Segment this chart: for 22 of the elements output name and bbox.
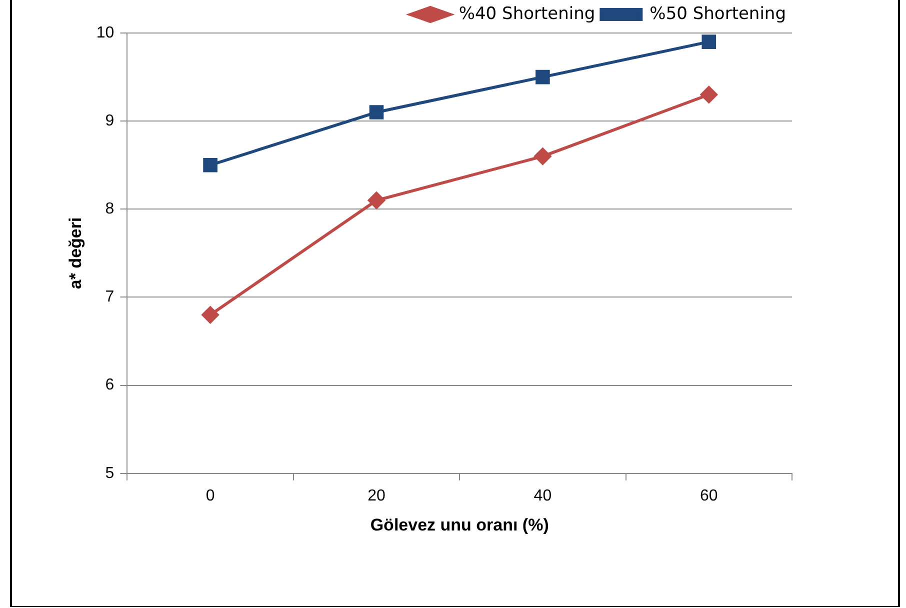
y-tick-label: 10: [96, 24, 114, 42]
y-axis-title: a* değeri: [66, 217, 85, 290]
x-axis-title: Gölevez unu oranı (%): [370, 515, 549, 534]
point: [369, 105, 384, 120]
point: [368, 192, 385, 209]
x-tick-label: 60: [700, 487, 718, 504]
x-tick-label: 40: [534, 487, 552, 504]
point: [700, 86, 718, 104]
x-tick-label: 0: [206, 487, 215, 504]
y-tick-label: 8: [105, 200, 114, 218]
legend-label: %40 Shortening: [458, 4, 596, 24]
y-tick-label: 7: [105, 288, 114, 306]
point: [702, 34, 716, 49]
point: [536, 70, 550, 84]
y-tick-label: 5: [105, 464, 114, 482]
legend-label: %50 Shortening: [650, 4, 786, 24]
y-tick-label: 6: [105, 376, 114, 394]
y-tick-label: 9: [105, 112, 114, 130]
point: [203, 158, 218, 172]
point: [534, 148, 552, 165]
x-tick-label: 20: [368, 487, 386, 504]
point: [202, 306, 219, 324]
